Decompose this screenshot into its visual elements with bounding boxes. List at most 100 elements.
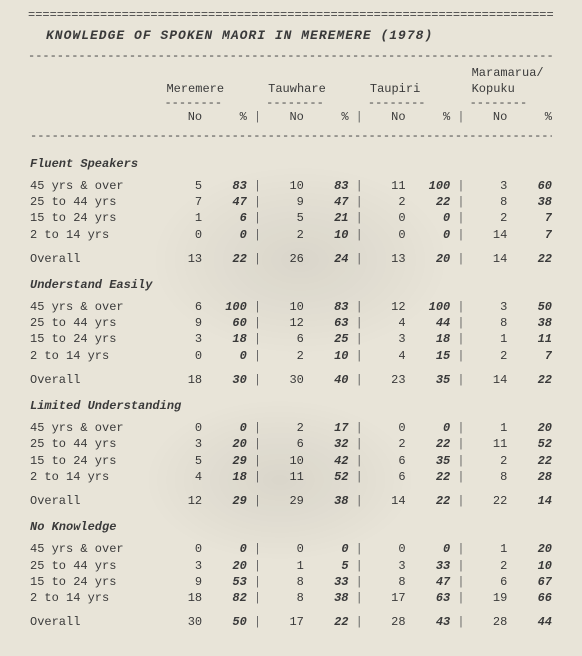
- cell-pct: 15: [408, 348, 453, 364]
- hdr-no-0: No: [164, 109, 204, 125]
- cell-pct: 43: [408, 610, 453, 630]
- table-row: 15 to 24 yrs953|833|847|667: [28, 574, 554, 590]
- cell-pct: 100: [408, 299, 453, 315]
- cell-pct: 29: [204, 453, 249, 469]
- table-row: 15 to 24 yrs529|1042|635|222: [28, 453, 554, 469]
- cell-pct: 18: [204, 469, 249, 485]
- cell-no: 12: [164, 489, 204, 509]
- table-row: 2 to 14 yrs418|1152|622|828: [28, 469, 554, 485]
- page-title: KNOWLEDGE OF SPOKEN MAORI IN MEREMERE (1…: [46, 28, 554, 43]
- section-heading: Fluent Speakers: [28, 146, 554, 174]
- cell-no: 6: [266, 331, 306, 347]
- row-label: 25 to 44 yrs: [28, 194, 164, 210]
- cell-no: 23: [368, 368, 408, 388]
- table-row: 45 yrs & over583|1083|11100|360: [28, 178, 554, 194]
- table-row: 25 to 44 yrs747|947|222|838: [28, 194, 554, 210]
- cell-no: 6: [266, 436, 306, 452]
- cell-pct: 11: [509, 331, 554, 347]
- cell-pct: 33: [408, 558, 453, 574]
- cell-pct: 20: [509, 420, 554, 436]
- cell-no: 10: [266, 453, 306, 469]
- cell-no: 1: [470, 541, 510, 557]
- cell-no: 8: [470, 315, 510, 331]
- cell-pct: 83: [306, 299, 351, 315]
- overall-row: Overall3050|1722|2843|2844: [28, 610, 554, 630]
- row-label: 2 to 14 yrs: [28, 348, 164, 364]
- cell-pct: 10: [306, 348, 351, 364]
- cell-pct: 38: [306, 489, 351, 509]
- cell-no: 3: [368, 558, 408, 574]
- cell-pct: 100: [408, 178, 453, 194]
- cell-pct: 20: [204, 436, 249, 452]
- row-label: 15 to 24 yrs: [28, 331, 164, 347]
- cell-pct: 0: [204, 541, 249, 557]
- row-label: 25 to 44 yrs: [28, 558, 164, 574]
- cell-no: 0: [368, 541, 408, 557]
- cell-pct: 18: [408, 331, 453, 347]
- data-table: Meremere Tauwhare Taupiri Maramarua/ Kop…: [28, 65, 554, 630]
- cell-pct: 52: [509, 436, 554, 452]
- cell-pct: 53: [204, 574, 249, 590]
- cell-pct: 20: [509, 541, 554, 557]
- cell-no: 3: [164, 331, 204, 347]
- row-label: 15 to 24 yrs: [28, 574, 164, 590]
- cell-no: 0: [164, 420, 204, 436]
- cell-no: 6: [368, 453, 408, 469]
- cell-pct: 66: [509, 590, 554, 606]
- cell-pct: 60: [509, 178, 554, 194]
- cell-pct: 35: [408, 368, 453, 388]
- cell-no: 17: [266, 610, 306, 630]
- cell-pct: 63: [408, 590, 453, 606]
- section-heading: Understand Easily: [28, 267, 554, 295]
- table-row: 45 yrs & over00|217|00|120: [28, 420, 554, 436]
- cell-no: 5: [266, 210, 306, 226]
- cell-pct: 52: [306, 469, 351, 485]
- cell-no: 10: [266, 178, 306, 194]
- cell-pct: 50: [204, 610, 249, 630]
- cell-no: 14: [368, 489, 408, 509]
- table-row: 15 to 24 yrs318|625|318|111: [28, 331, 554, 347]
- row-label: 2 to 14 yrs: [28, 469, 164, 485]
- cell-no: 11: [266, 469, 306, 485]
- cell-no: 12: [368, 299, 408, 315]
- cell-pct: 22: [408, 436, 453, 452]
- row-label: 45 yrs & over: [28, 541, 164, 557]
- row-label: 45 yrs & over: [28, 420, 164, 436]
- cell-pct: 44: [509, 610, 554, 630]
- cell-no: 3: [164, 558, 204, 574]
- row-label: Overall: [28, 368, 164, 388]
- overall-row: Overall1830|3040|2335|1422: [28, 368, 554, 388]
- cell-no: 0: [368, 210, 408, 226]
- cell-pct: 7: [509, 227, 554, 243]
- cell-no: 9: [266, 194, 306, 210]
- cell-no: 6: [164, 299, 204, 315]
- row-label: 45 yrs & over: [28, 299, 164, 315]
- cell-no: 29: [266, 489, 306, 509]
- cell-no: 4: [164, 469, 204, 485]
- cell-pct: 29: [204, 489, 249, 509]
- cell-no: 14: [470, 227, 510, 243]
- cell-pct: 7: [509, 210, 554, 226]
- cell-no: 8: [470, 469, 510, 485]
- cell-no: 7: [164, 194, 204, 210]
- table-row: 45 yrs & over6100|1083|12100|350: [28, 299, 554, 315]
- cell-pct: 67: [509, 574, 554, 590]
- cell-pct: 22: [408, 469, 453, 485]
- table-row: 25 to 44 yrs320|632|222|1152: [28, 436, 554, 452]
- cell-no: 2: [368, 194, 408, 210]
- cell-pct: 20: [204, 558, 249, 574]
- cell-no: 2: [266, 420, 306, 436]
- location-header-row: Meremere Tauwhare Taupiri Maramarua/ Kop…: [28, 65, 554, 97]
- cell-no: 9: [164, 315, 204, 331]
- cell-no: 0: [164, 541, 204, 557]
- cell-pct: 22: [408, 489, 453, 509]
- cell-pct: 22: [509, 368, 554, 388]
- table-row: 2 to 14 yrs00|210|00|147: [28, 227, 554, 243]
- cell-no: 30: [266, 368, 306, 388]
- cell-no: 2: [470, 210, 510, 226]
- row-label: 25 to 44 yrs: [28, 315, 164, 331]
- cell-no: 28: [470, 610, 510, 630]
- cell-pct: 0: [408, 227, 453, 243]
- cell-pct: 30: [204, 368, 249, 388]
- cell-no: 5: [164, 178, 204, 194]
